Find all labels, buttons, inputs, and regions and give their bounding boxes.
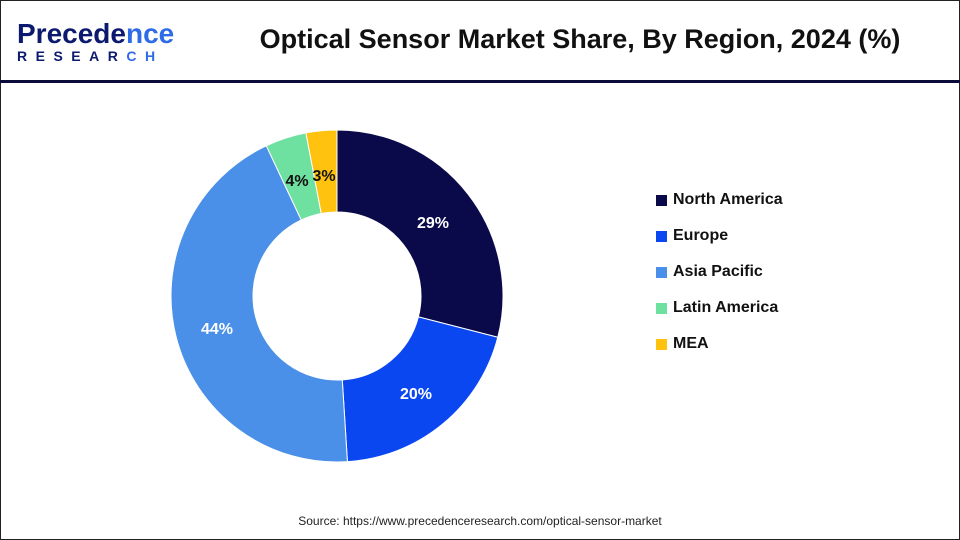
data-label-north-america: 29%: [417, 215, 449, 232]
legend-swatch: [656, 266, 667, 278]
data-label-latin-america: 4%: [285, 173, 308, 190]
slice-north-america: [336, 129, 504, 338]
legend-label: Europe: [673, 227, 729, 244]
legend-label: North America: [673, 191, 783, 208]
legend-item-europe: Europe: [656, 208, 783, 264]
source-note: Source: https://www.precedenceresearch.c…: [298, 514, 662, 528]
slice-mea: [305, 129, 338, 215]
legend: North America Europe Asia Pacific Latin Ame…: [656, 172, 783, 372]
slice-europe: [341, 316, 499, 463]
data-label-asia-pacific: 44%: [201, 321, 233, 338]
legend-swatch: [656, 338, 667, 350]
legend-item-asia-pacific: Asia Pacific: [656, 244, 783, 300]
legend-label: MEA: [673, 335, 709, 352]
data-label-europe: 20%: [400, 386, 432, 403]
legend-item-north-america: North America: [656, 172, 783, 228]
chart-title: Optical Sensor Market Share, By Region, …: [259, 24, 901, 54]
legend-item-latin-america: Latin America: [656, 280, 783, 336]
legend-swatch: [656, 302, 667, 314]
legend-item-mea: MEA: [656, 316, 783, 372]
logo-wordmark: Precedence: [17, 18, 175, 49]
legend-label: Latin America: [673, 299, 779, 316]
legend-swatch: [656, 194, 667, 206]
legend-label: Asia Pacific: [673, 263, 763, 280]
precedence-research-logo: Precedence RESEARCH: [17, 18, 175, 65]
slice-asia-pacific: [170, 145, 348, 463]
header: Precedence RESEARCH Optical Sensor Marke…: [0, 0, 960, 83]
legend-swatch: [656, 230, 667, 242]
logo-subtext: RESEARCH: [17, 48, 164, 64]
data-label-mea: 3%: [312, 168, 335, 185]
